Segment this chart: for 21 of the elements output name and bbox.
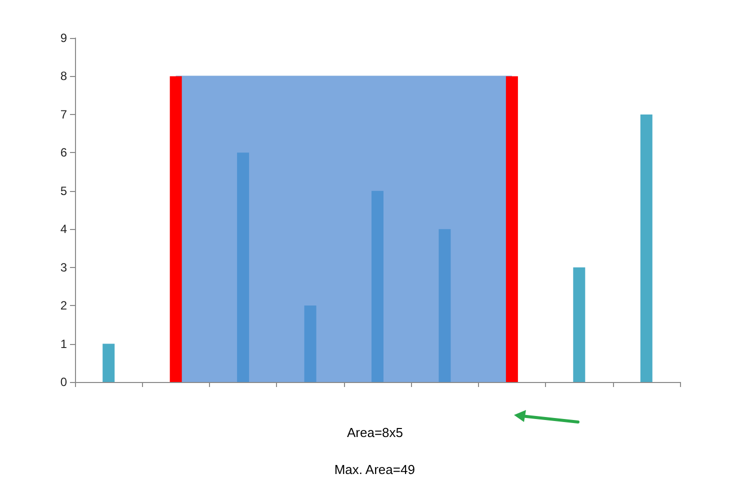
bar [170,76,182,382]
y-tick-label: 5 [60,184,68,198]
bar [102,344,115,382]
bar [237,152,250,382]
bar [372,190,384,382]
bar [506,76,518,382]
y-tick-label: 3 [60,260,68,274]
y-tick-label: 8 [60,69,68,84]
y-tick-label: 2 [60,298,68,313]
text: Area=8x5 [346,425,404,440]
y-tick-label: 1 [60,336,68,351]
y-tick-label: 0 [60,375,68,389]
y-tick-label: 7 [60,107,68,122]
text: Max. Area=49 [334,462,415,477]
bar [304,306,316,382]
y-tick-label: 4 [60,222,68,236]
bar [640,114,652,382]
bar [573,267,586,382]
y-tick-label: 6 [60,146,68,160]
bar [438,229,451,382]
y-tick-label: 9 [60,31,68,45]
